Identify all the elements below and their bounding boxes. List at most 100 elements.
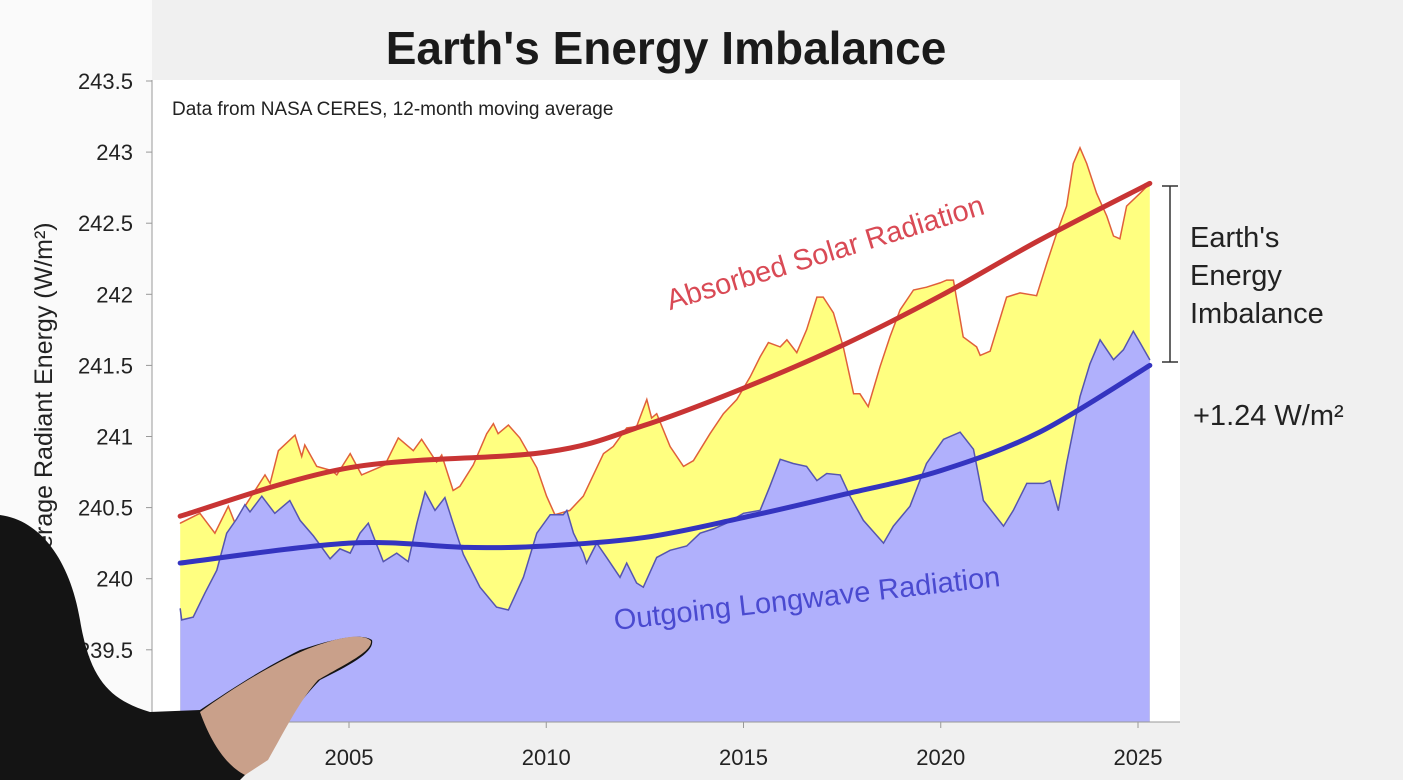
outgoing-point <box>204 592 206 594</box>
outgoing-point <box>424 491 426 493</box>
absorbed-point <box>546 495 548 497</box>
absorbed-point <box>692 460 694 462</box>
outgoing-point <box>769 485 771 487</box>
absorbed-point <box>1079 147 1081 149</box>
absorbed-point <box>301 455 303 457</box>
outgoing-point <box>669 549 671 551</box>
absorbed-point <box>246 502 248 504</box>
outgoing-point <box>349 552 351 554</box>
absorbed-point <box>913 289 915 291</box>
outgoing-point <box>839 474 841 476</box>
outgoing-point <box>496 606 498 608</box>
absorbed-point <box>779 346 781 348</box>
y-tick-label: 241.5 <box>78 353 133 378</box>
outgoing-point <box>699 532 701 534</box>
absorbed-point <box>1036 295 1038 297</box>
absorbed-point <box>497 433 499 435</box>
absorbed-point <box>709 433 711 435</box>
outgoing-point <box>982 499 984 501</box>
outgoing-point <box>909 505 911 507</box>
absorbed-point <box>683 465 685 467</box>
absorbed-point <box>832 312 834 314</box>
absorbed-point <box>441 454 443 456</box>
outgoing-point <box>883 542 885 544</box>
outgoing-point <box>1113 359 1115 361</box>
absorbed-point <box>669 445 671 447</box>
outgoing-point <box>261 495 263 497</box>
absorbed-point <box>179 522 181 524</box>
absorbed-point <box>294 434 296 436</box>
outgoing-point <box>582 552 584 554</box>
outgoing-point <box>244 504 246 506</box>
absorbed-point <box>1066 205 1068 207</box>
absorbed-point <box>199 512 201 514</box>
outgoing-point <box>642 586 644 588</box>
absorbed-point <box>822 296 824 298</box>
absorbed-point <box>1086 162 1088 164</box>
outgoing-trend-line <box>177 362 1153 566</box>
outgoing-point <box>1066 463 1068 465</box>
absorbed-point <box>349 453 351 455</box>
absorbed-point <box>656 413 658 415</box>
absorbed-trend-line <box>177 180 1153 519</box>
outgoing-point <box>566 509 568 511</box>
outgoing-point <box>299 519 301 521</box>
outgoing-point <box>686 545 688 547</box>
outgoing-point <box>572 532 574 534</box>
outgoing-point <box>1049 480 1051 482</box>
outgoing-point <box>192 616 194 618</box>
absorbed-point <box>759 356 761 358</box>
absorbed-point <box>1126 205 1128 207</box>
absorbed-point <box>536 467 538 469</box>
outgoing-point <box>862 519 864 521</box>
imbalance-label-line-1: Earth's <box>1190 222 1279 254</box>
absorbed-point <box>946 279 948 281</box>
outgoing-point <box>626 562 628 564</box>
outgoing-point <box>339 548 341 550</box>
x-tick-label: 2015 <box>719 745 768 770</box>
absorbed-point <box>1096 192 1098 194</box>
outgoing-point <box>181 619 183 621</box>
outgoing-point <box>562 514 564 516</box>
outgoing-point <box>1099 339 1101 341</box>
chart-subtitle: Data from NASA CERES, 12-month moving av… <box>172 99 613 120</box>
absorbed-point <box>602 453 604 455</box>
absorbed-point <box>1113 235 1115 237</box>
outgoing-point <box>656 556 658 558</box>
absorbed-point <box>227 505 229 507</box>
outgoing-point <box>434 509 436 511</box>
absorbed-point <box>979 354 981 356</box>
x-tick-label: 2020 <box>916 745 965 770</box>
y-tick-label: 240 <box>96 567 133 592</box>
outgoing-point <box>396 552 398 554</box>
outgoing-point <box>407 561 409 563</box>
outgoing-point <box>249 511 251 513</box>
absorbed-point <box>269 482 271 484</box>
absorbed-point <box>361 474 363 476</box>
absorbed-point <box>736 399 738 401</box>
absorbed-point <box>452 490 454 492</box>
absorbed-point <box>889 336 891 338</box>
absorbed-point <box>1046 262 1048 264</box>
chart-title: Earth's Energy Imbalance <box>386 22 947 74</box>
absorbed-point <box>421 438 423 440</box>
outgoing-point <box>416 522 418 524</box>
outgoing-point <box>479 586 481 588</box>
absorbed-point <box>316 465 318 467</box>
imbalance-label-line-3: Imbalance <box>1190 298 1324 330</box>
absorbed-point <box>1106 215 1108 217</box>
absorbed-point <box>651 417 653 419</box>
absorbed-point <box>989 350 991 352</box>
y-tick-label: 243.5 <box>78 69 133 94</box>
absorbed-point <box>214 532 216 534</box>
x-tick-label: 2010 <box>522 745 571 770</box>
absorbed-point <box>264 474 266 476</box>
absorbed-point <box>767 342 769 344</box>
outgoing-point <box>236 518 238 520</box>
outgoing-point <box>452 522 454 524</box>
outgoing-point <box>1042 482 1044 484</box>
outgoing-point <box>892 525 894 527</box>
absorbed-point <box>582 495 584 497</box>
outgoing-point <box>585 562 587 564</box>
absorbed-point <box>976 346 978 348</box>
